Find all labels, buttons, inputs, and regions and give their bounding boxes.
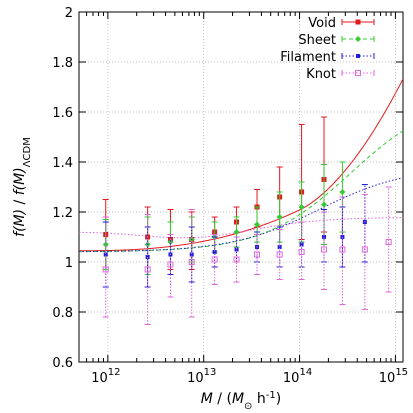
curve-sheet [78,130,404,253]
legend-marker-sheet [355,36,361,42]
x-tick-label: 1015 [379,367,408,386]
data-point [233,229,240,235]
data-point [385,239,392,245]
data-point [103,252,108,257]
plot-frame [78,11,404,363]
series-knot-points [102,186,392,325]
grid [79,11,403,363]
data-point [211,256,218,263]
data-point [189,252,194,257]
x-tick-label: 1013 [187,367,216,386]
data-points [102,116,392,325]
y-tick-label: 1 [65,256,73,271]
data-point [339,246,346,253]
data-point [361,246,368,253]
data-point [298,204,305,210]
data-point [339,189,346,195]
y-tick-label: 1.4 [52,156,73,171]
x-tick-label: 1014 [283,367,312,386]
data-point [298,249,305,255]
legend-label-knot: Knot [306,67,336,82]
legend-marker-knot [355,70,361,76]
y-axis-label: f(M) / f(M)ΛCDM [12,137,33,237]
series-sheet-points [102,161,346,275]
data-point [188,259,195,265]
data-point [233,256,240,263]
legend: Void Sheet Filament Knot [280,16,375,82]
data-point [276,251,283,258]
y-tick-label: 1.6 [52,106,73,121]
data-point [277,245,282,249]
data-point [254,221,261,228]
data-point [321,201,328,208]
curve-knot [78,217,404,239]
y-tick-label: 0.8 [52,306,73,321]
legend-marker-filament [356,54,360,58]
x-tick-label: 1012 [91,367,120,386]
y-tick-label: 2 [65,6,73,21]
data-point [321,246,328,253]
data-point [144,266,151,273]
x-axis-label: M / (M⊙ h-1) [201,390,281,412]
plot-frame-group [78,11,404,363]
legend-label-sheet: Sheet [298,33,336,48]
data-point [299,242,304,247]
legend-marker-void [355,19,361,25]
data-point [167,261,174,268]
legend-label-filament: Filament [280,50,336,65]
curves [78,78,404,253]
data-point [254,251,261,258]
legend-label-void: Void [308,16,336,31]
data-point [212,250,217,254]
data-point [102,266,109,273]
y-tick-labels: 0.6 0.8 1 1.2 1.4 1.6 1.8 2 [52,6,73,371]
data-point [276,214,283,220]
y-tick-label: 0.6 [52,356,73,371]
y-tick-label: 1.2 [52,206,73,221]
data-point [234,247,239,252]
x-tick-labels: 1012 1013 1014 1015 [91,367,408,386]
curve-void [79,78,404,252]
y-tick-label: 1.8 [52,56,73,71]
